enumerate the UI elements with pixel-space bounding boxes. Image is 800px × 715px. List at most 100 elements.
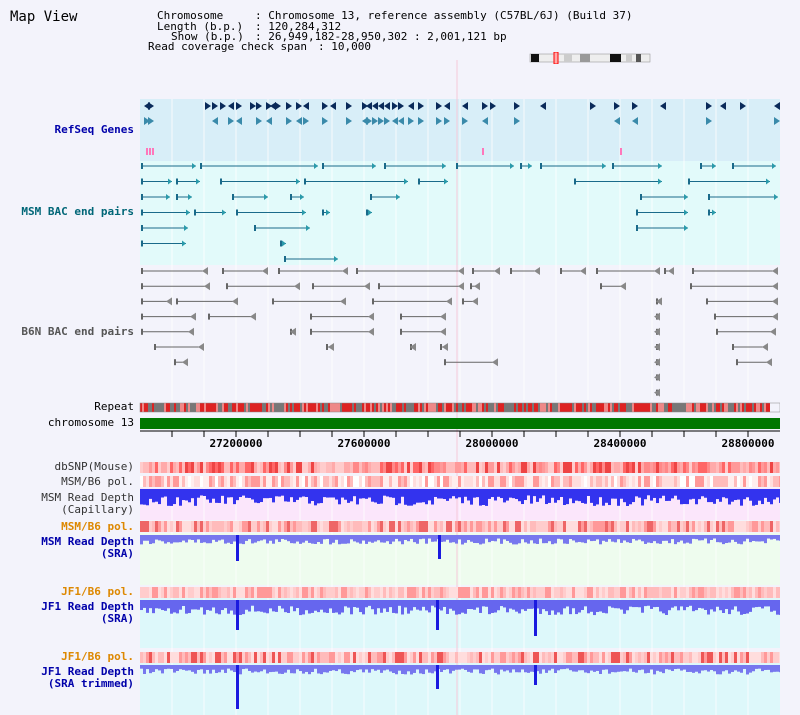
msm-pol-heat-cell [194, 521, 197, 532]
track-label-msm-depth-sra[interactable]: MSM Read Depth (SRA) [41, 536, 134, 560]
msm-depth-sra-bar [353, 535, 356, 542]
track-label-dbsnp[interactable]: dbSNP(Mouse) [54, 460, 134, 473]
jf1-depth-trimmed-bar [242, 665, 245, 670]
msm-depth-capillary-bar [203, 489, 206, 496]
jf1-pol-heat-cell [245, 587, 248, 598]
msm-depth-sra-bar [293, 535, 296, 544]
ideogram-position-marker[interactable] [553, 52, 559, 64]
bac-end-arrow [342, 267, 348, 275]
jf1-pol-heat-cell [647, 652, 650, 663]
jf1-pol-heat-cell [725, 587, 728, 598]
msm-pol-heat-cell [506, 521, 509, 532]
msm-pol-heat-cell [491, 521, 494, 532]
jf1-pol-heat-cell [578, 587, 581, 598]
jf1-depth-trimmed-bar [521, 665, 524, 670]
msm-pol-heat-cell [644, 476, 647, 487]
msm-depth-capillary-bar [749, 489, 752, 501]
msm-depth-sra-bar [152, 535, 155, 544]
jf1-pol-heat-cell [470, 652, 473, 663]
jf1-depth-trimmed-bar [257, 665, 260, 673]
jf1-pol-heat-cell [512, 652, 515, 663]
dbsnp-heat-cell [602, 462, 605, 473]
jf1-depth-sra-bar [725, 600, 728, 610]
jf1-depth-sra-bar [239, 600, 242, 615]
jf1-depth-sra-bar [551, 600, 554, 611]
gene-arrow [303, 102, 309, 110]
msm-depth-capillary-bar [251, 489, 254, 500]
repeat-segment [682, 403, 684, 412]
jf1-depth-sra-bar [374, 600, 377, 615]
jf1-pol-heat-cell [392, 587, 395, 598]
track-label-msm-bac[interactable]: MSM BAC end pairs [21, 205, 134, 218]
msm-pol-heat-cell [269, 476, 272, 487]
jf1-depth-trimmed-bar [434, 665, 437, 672]
repeat-segment [344, 403, 346, 412]
msm-depth-capillary-bar [452, 489, 455, 497]
dbsnp-heat-cell [293, 462, 296, 473]
repeat-segment [476, 403, 478, 412]
track-label-chromosome[interactable]: chromosome 13 [47, 416, 134, 429]
jf1-pol-heat-cell [578, 652, 581, 663]
jf1-pol-heat-cell [428, 587, 431, 598]
msm-pol-heat-cell [716, 521, 719, 532]
msm-depth-capillary-bar [596, 489, 599, 505]
repeat-segment [560, 403, 562, 412]
repeat-segment [486, 403, 488, 412]
track-label-refseq-genes[interactable]: RefSeq Genes [54, 123, 134, 136]
track-label-repeat[interactable]: Repeat [94, 400, 134, 413]
msm-pol-heat-cell [551, 476, 554, 487]
jf1-depth-sra-bar [608, 600, 611, 607]
bac-end-arrow [168, 178, 172, 185]
bac-end-marker [208, 313, 210, 320]
jf1-pol-heat-cell [554, 587, 557, 598]
msm-depth-capillary-bar [359, 489, 362, 499]
msm-depth-sra-bar [653, 535, 656, 542]
track-label-msm-pol-2[interactable]: MSM/B6 pol. [61, 520, 134, 533]
jf1-pol-heat-cell [425, 587, 428, 598]
jf1-depth-sra-bar [260, 600, 263, 612]
track-label-msm-depth-capillary[interactable]: MSM Read Depth (Capillary) [41, 492, 134, 516]
track-label-msm-pol-1[interactable]: MSM/B6 pol. [61, 475, 134, 488]
dbsnp-heat-cell [635, 462, 638, 473]
repeat-segment [558, 403, 560, 412]
jf1-pol-heat-cell [647, 587, 650, 598]
msm-pol-heat-cell [176, 521, 179, 532]
msm-depth-capillary-bar [599, 489, 602, 498]
jf1-pol-heat-cell [602, 652, 605, 663]
track-label-jf1-pol-1[interactable]: JF1/B6 pol. [61, 585, 134, 598]
track-label-jf1-pol-2[interactable]: JF1/B6 pol. [61, 650, 134, 663]
dbsnp-heat-cell [527, 462, 530, 473]
dbsnp-heat-cell [455, 462, 458, 473]
jf1-pol-heat-cell [371, 587, 374, 598]
msm-pol-heat-cell [437, 476, 440, 487]
msm-pol-heat-cell [239, 521, 242, 532]
dbsnp-heat-cell [362, 462, 365, 473]
jf1-pol-heat-cell [551, 587, 554, 598]
repeat-segment [548, 403, 550, 412]
bac-end-arrow [668, 267, 674, 275]
msm-depth-capillary-bar [734, 489, 737, 501]
repeat-segment [378, 403, 380, 412]
track-label-jf1-depth-sra[interactable]: JF1 Read Depth (SRA) [41, 601, 134, 625]
jf1-depth-trimmed-bar [479, 665, 482, 674]
jf1-depth-sra-bar [143, 600, 146, 608]
msm-pol-heat-cell [473, 521, 476, 532]
repeat-segment [464, 403, 466, 412]
track-label-jf1-depth-trimmed[interactable]: JF1 Read Depth (SRA trimmed) [41, 666, 134, 690]
dbsnp-heat-cell [395, 462, 398, 473]
bac-end-arrow [188, 194, 192, 200]
repeat-segment [246, 403, 248, 412]
jf1-depth-trimmed-bar [524, 665, 527, 673]
repeat-segment [322, 403, 324, 412]
msm-pol-heat-cell [608, 476, 611, 487]
msm-depth-capillary-bar [620, 489, 623, 499]
msm-pol-heat-cell [425, 476, 428, 487]
jf1-depth-trimmed-bar [227, 665, 230, 669]
track-label-b6n-bac[interactable]: B6N BAC end pairs [21, 325, 134, 338]
chromosome-ideogram[interactable] [528, 52, 652, 64]
jf1-pol-heat-cell [722, 652, 725, 663]
msm-pol-heat-cell [140, 521, 143, 532]
dbsnp-heat-cell [764, 462, 767, 473]
repeat-segment [282, 403, 284, 412]
